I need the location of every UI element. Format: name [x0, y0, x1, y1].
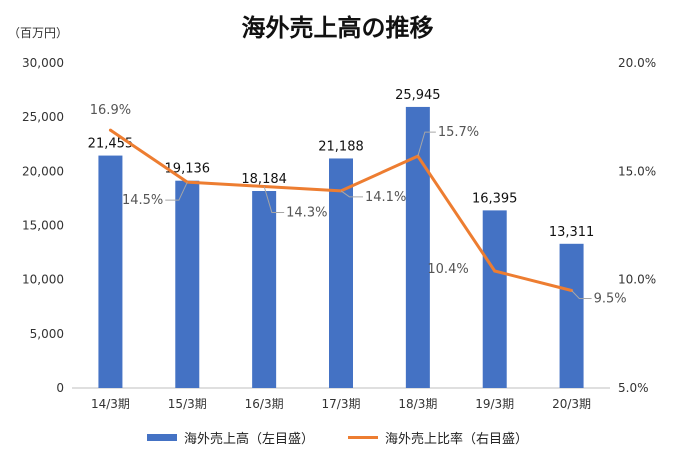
left-axis-tick-label: 15,000	[22, 219, 64, 233]
left-axis-tick-label: 0	[56, 381, 64, 395]
bar	[175, 180, 200, 388]
x-axis-tick-label: 18/3期	[398, 397, 437, 411]
left-axis-tick-label: 5,000	[30, 327, 64, 341]
line-label-leader	[263, 186, 285, 213]
left-axis-tick-label: 20,000	[22, 164, 64, 178]
legend-item-line: 海外売上比率（右目盛）	[348, 428, 528, 447]
bar	[559, 243, 584, 388]
line-data-label: 14.5%	[122, 193, 163, 208]
line-point	[108, 128, 112, 132]
line-data-label: 9.5%	[594, 292, 627, 307]
legend-swatch-bar	[146, 434, 177, 441]
line-data-label: 14.1%	[365, 190, 406, 205]
x-axis-tick-label: 19/3期	[475, 397, 514, 411]
x-axis-tick-label: 16/3期	[245, 397, 284, 411]
bar-data-label: 21,188	[318, 139, 364, 154]
bar-data-label: 19,136	[165, 162, 211, 177]
legend-swatch-line	[348, 436, 378, 439]
bar	[329, 158, 353, 388]
line-data-label: 14.3%	[286, 206, 327, 221]
left-axis-tick-label: 30,000	[22, 56, 64, 70]
x-axis-tick-label: 15/3期	[168, 397, 207, 411]
y-axis-unit-label: （百万円）	[8, 26, 69, 40]
bar-data-label: 21,455	[88, 137, 134, 152]
line-label-leader	[571, 290, 592, 299]
x-axis-tick-label: 17/3期	[322, 397, 361, 411]
line-label-leader	[165, 181, 188, 201]
bar-data-label: 18,184	[241, 172, 287, 187]
bar-data-label: 13,311	[549, 225, 595, 240]
bar-data-label: 25,945	[395, 88, 441, 103]
line-data-label: 10.4%	[427, 262, 468, 277]
line-point	[493, 269, 497, 273]
bar-data-label: 16,395	[472, 191, 518, 206]
line-label-leader	[340, 190, 363, 198]
left-axis-tick-label: 25,000	[22, 110, 64, 124]
chart-legend: 海外売上高（左目盛） 海外売上比率（右目盛）	[0, 428, 675, 447]
legend-label-line: 海外売上比率（右目盛）	[385, 432, 529, 447]
line-data-label: 16.9%	[90, 103, 131, 118]
legend-item-bar: 海外売上高（左目盛）	[146, 428, 314, 447]
bar	[482, 210, 507, 388]
legend-label-bar: 海外売上高（左目盛）	[183, 432, 314, 447]
right-axis-tick-label: 5.0%	[618, 381, 649, 395]
bar	[405, 106, 430, 388]
x-axis-tick-label: 14/3期	[91, 397, 130, 411]
right-axis-tick-label: 20.0%	[618, 56, 656, 70]
x-axis-tick-label: 20/3期	[552, 397, 591, 411]
left-axis-tick-label: 10,000	[22, 273, 64, 287]
line-data-label: 15.7%	[438, 125, 479, 140]
chart-title: 海外売上高の推移	[241, 14, 434, 42]
line-label-leader	[417, 131, 436, 157]
bar	[98, 155, 123, 388]
right-axis-tick-label: 10.0%	[618, 273, 656, 287]
bar	[252, 191, 277, 388]
right-axis-tick-label: 15.0%	[618, 164, 656, 178]
